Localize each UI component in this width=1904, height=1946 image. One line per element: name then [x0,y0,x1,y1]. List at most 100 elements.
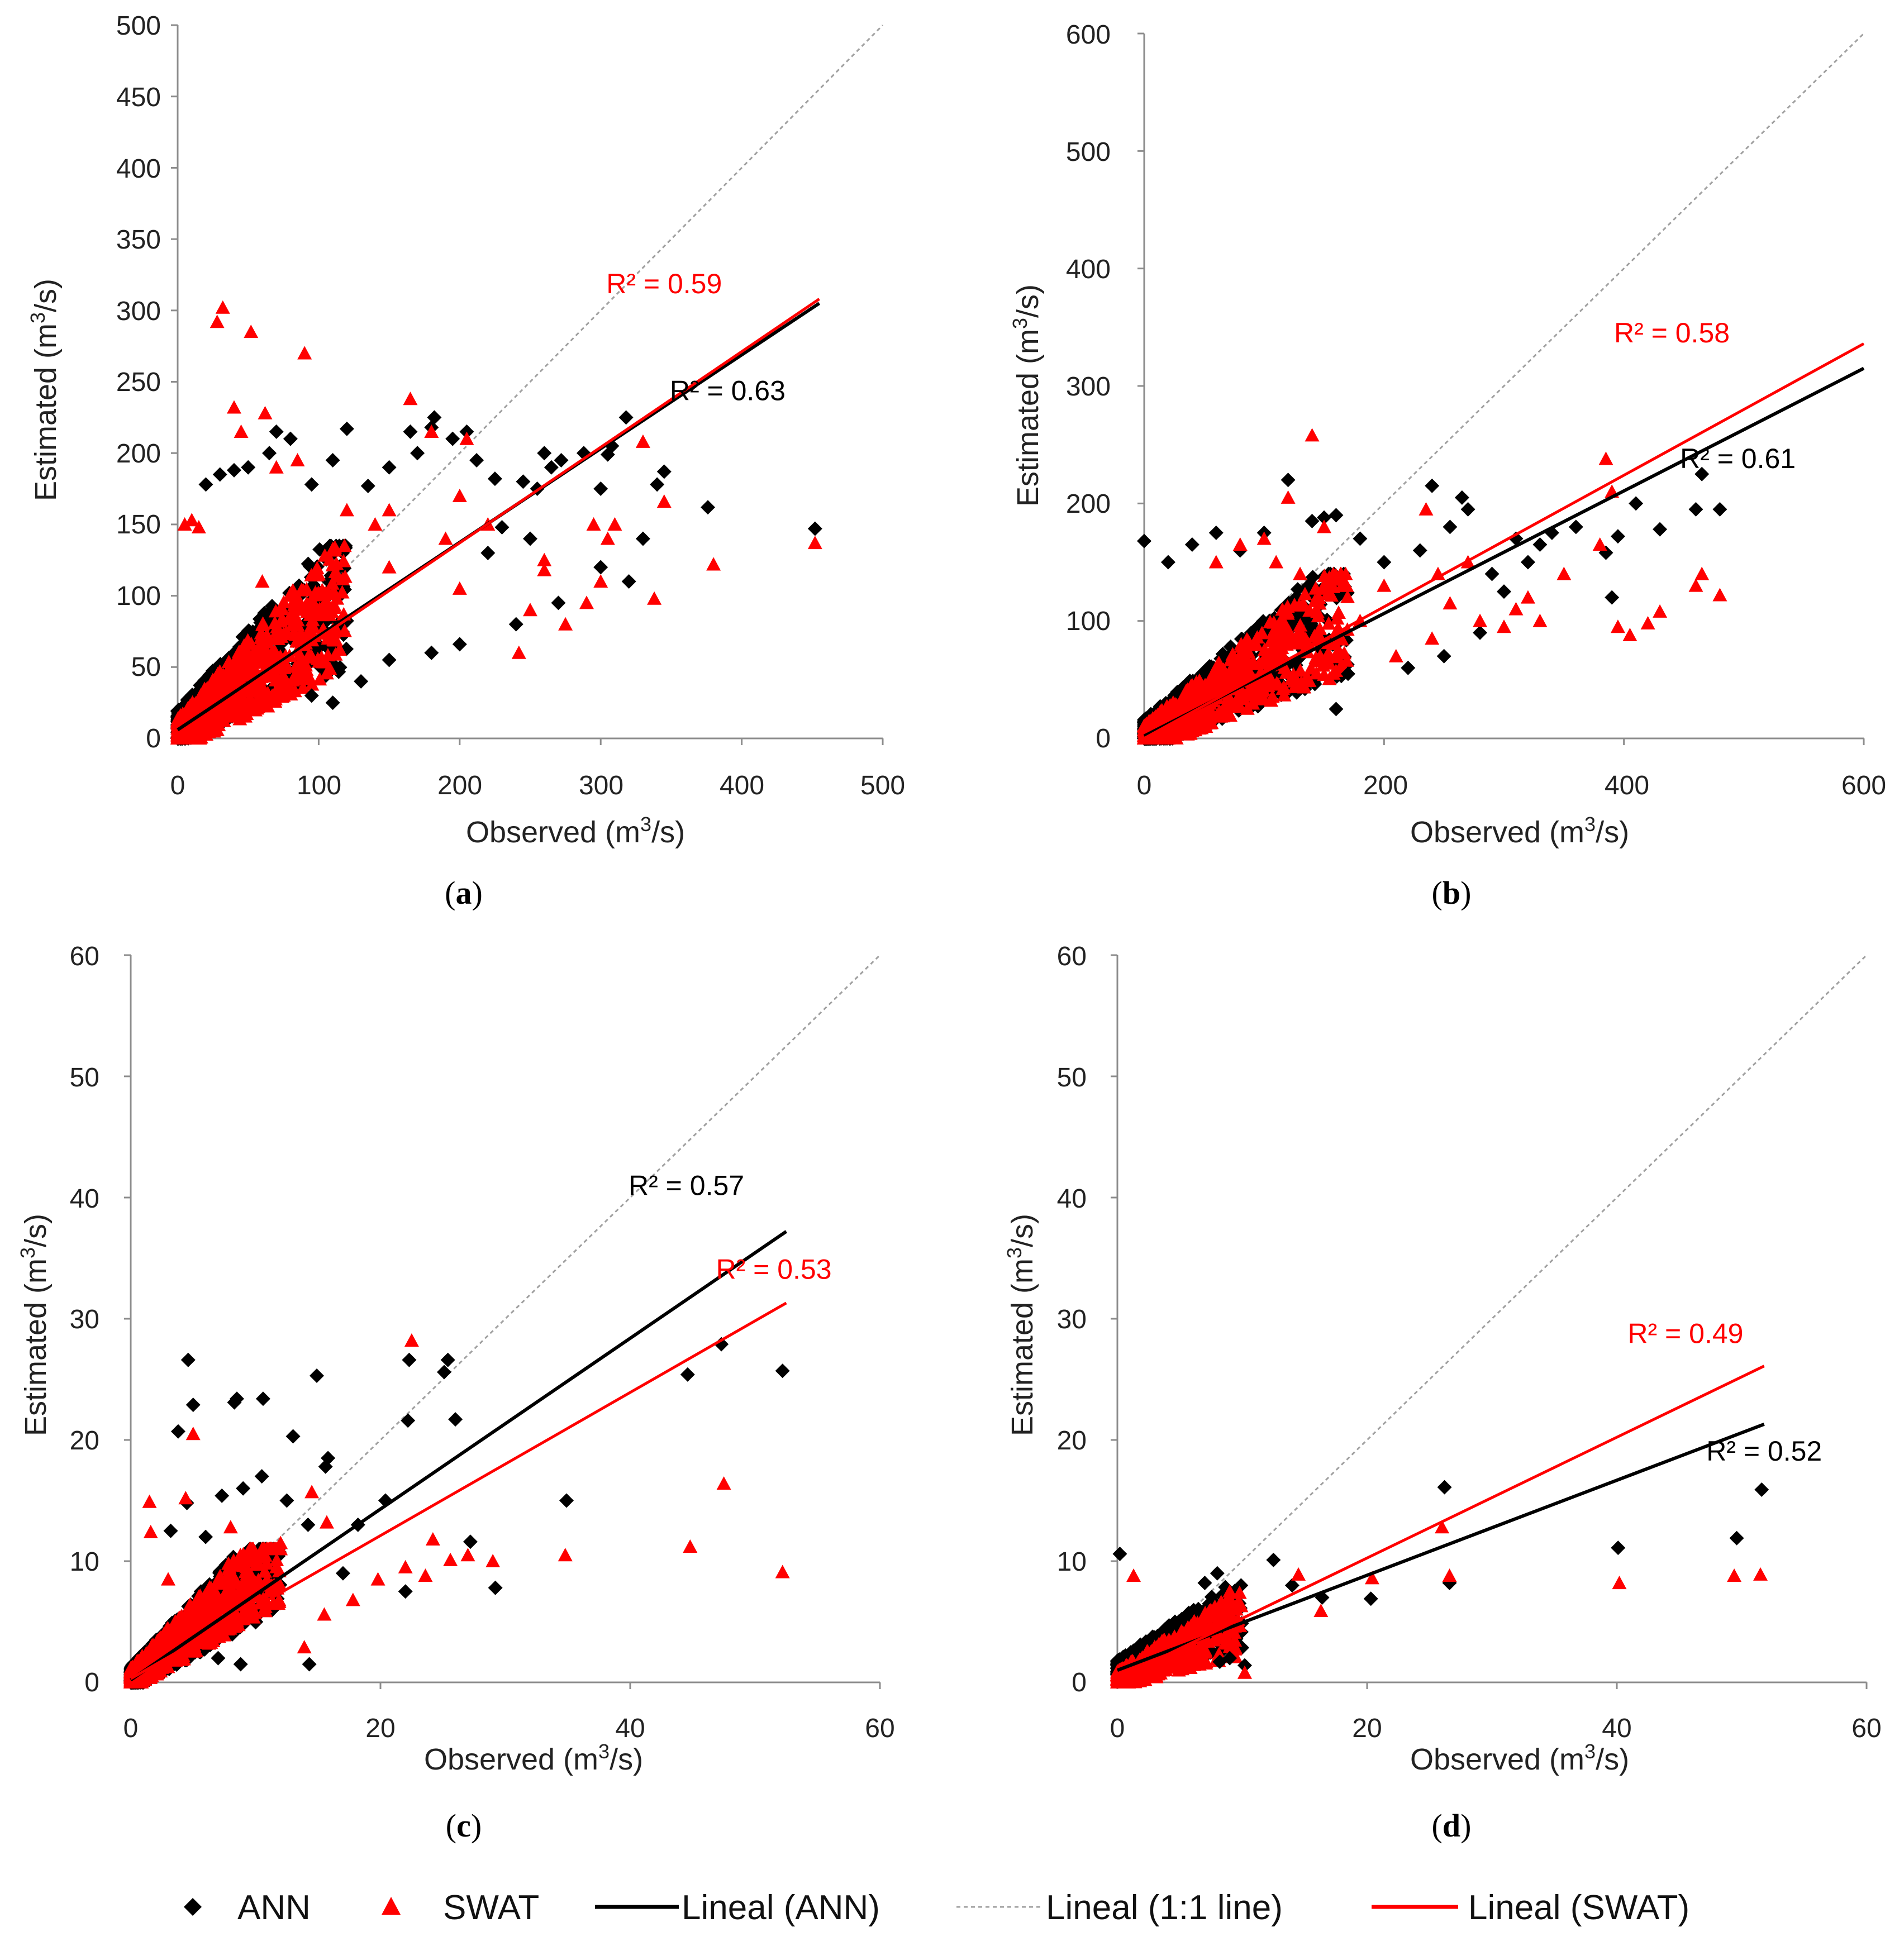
ann-point [1520,555,1535,570]
swat-point [1281,490,1296,504]
swat-point [269,624,284,638]
swat-point [177,517,192,531]
swat-point [1694,566,1710,580]
x-axis-title-a: Observed (m3/s) [466,813,685,849]
ann-point [618,410,634,425]
swat-point [1653,604,1668,618]
ann-point [523,531,537,546]
swat-point [1327,636,1343,651]
swat-point [301,627,316,641]
y-tick-label: 250 [116,368,161,397]
y-tick-label: 30 [70,1305,99,1334]
ann-point [1443,519,1458,535]
swat-point [243,691,258,705]
swat-point [339,503,354,517]
ann-point [212,467,227,482]
swat-point [1267,615,1282,629]
swat-point [289,602,304,616]
swat-point [327,543,342,557]
swat-point [635,434,650,448]
swat-point [1640,616,1655,629]
swat-point [1388,648,1403,662]
swat-point [325,576,340,590]
ann-point [257,605,272,621]
swat-point [332,642,347,656]
ann-point [1460,502,1475,517]
swat-point [1292,598,1307,612]
swat-point [337,538,352,552]
y-tick-label: 500 [116,11,161,41]
swat-point [268,691,283,705]
swat-point [452,488,467,502]
swat-point [1232,647,1248,661]
swat-point [1217,679,1232,693]
swat-point [226,400,241,414]
x-tick-label: 0 [123,1714,139,1743]
swat-point [310,561,325,575]
swat-point [1712,588,1727,602]
x-tick-label: 400 [1605,771,1649,800]
swat-point [1297,586,1312,600]
ann-point [1629,496,1644,511]
swat-point [1258,649,1273,663]
swat-point [1326,579,1341,593]
ann-point [480,545,496,560]
swat-point [1497,619,1511,633]
x-tick-label: 0 [1137,771,1152,800]
swat-point [1331,605,1346,619]
swat-point [1443,596,1458,610]
swat-point [205,672,220,686]
ann-point [1340,666,1355,681]
swat-r2-label: R² = 0.53 [716,1253,831,1285]
ann-point [198,477,213,492]
swat-point [290,618,305,632]
y-tick-label: 350 [116,225,161,255]
swat-point [326,632,341,646]
ann-r2-label: R² = 0.61 [1680,443,1796,474]
ann-point [339,421,354,436]
swat-point [1208,555,1224,569]
swat-point [424,424,439,438]
swat-point [250,643,265,657]
ann-point [410,446,425,461]
x-tick-label: 300 [579,771,623,800]
ann-point [593,560,608,575]
swat-point [1280,604,1295,618]
ann-point [1184,537,1199,552]
swat-point [1175,689,1191,703]
swat-point [194,714,209,728]
ann-point [1610,529,1625,544]
swat-point [382,503,397,517]
swat-point [276,595,291,609]
ann-point [1436,648,1451,664]
swat-point [268,672,283,686]
swat-point [1179,717,1194,731]
ann-point [382,460,397,475]
swat-point [180,702,195,716]
x-tick-label: 200 [1363,771,1408,800]
swat-point [1156,709,1171,723]
swat-point [1425,631,1440,645]
swat-point [170,731,185,745]
ann-point [508,617,523,632]
ann-point [1425,478,1440,493]
ann-point [593,481,608,497]
swat-point [327,600,342,614]
swat-point [1198,719,1213,733]
swat-point [1234,639,1249,653]
ann-point [304,477,319,492]
y-axis-title-b: Estimated (m3/s) [1008,284,1045,507]
swat-point [297,346,312,360]
swat-point [1257,642,1272,656]
swat-point [1556,566,1572,580]
ann-point [487,471,502,486]
swat-point [1236,669,1251,683]
ann-point [551,595,566,610]
ann-point [1305,513,1320,528]
swat-point [287,684,302,698]
swat-point [292,647,307,661]
ann-point [1377,555,1392,570]
ann-point [650,477,665,492]
swat-point [1278,617,1293,631]
